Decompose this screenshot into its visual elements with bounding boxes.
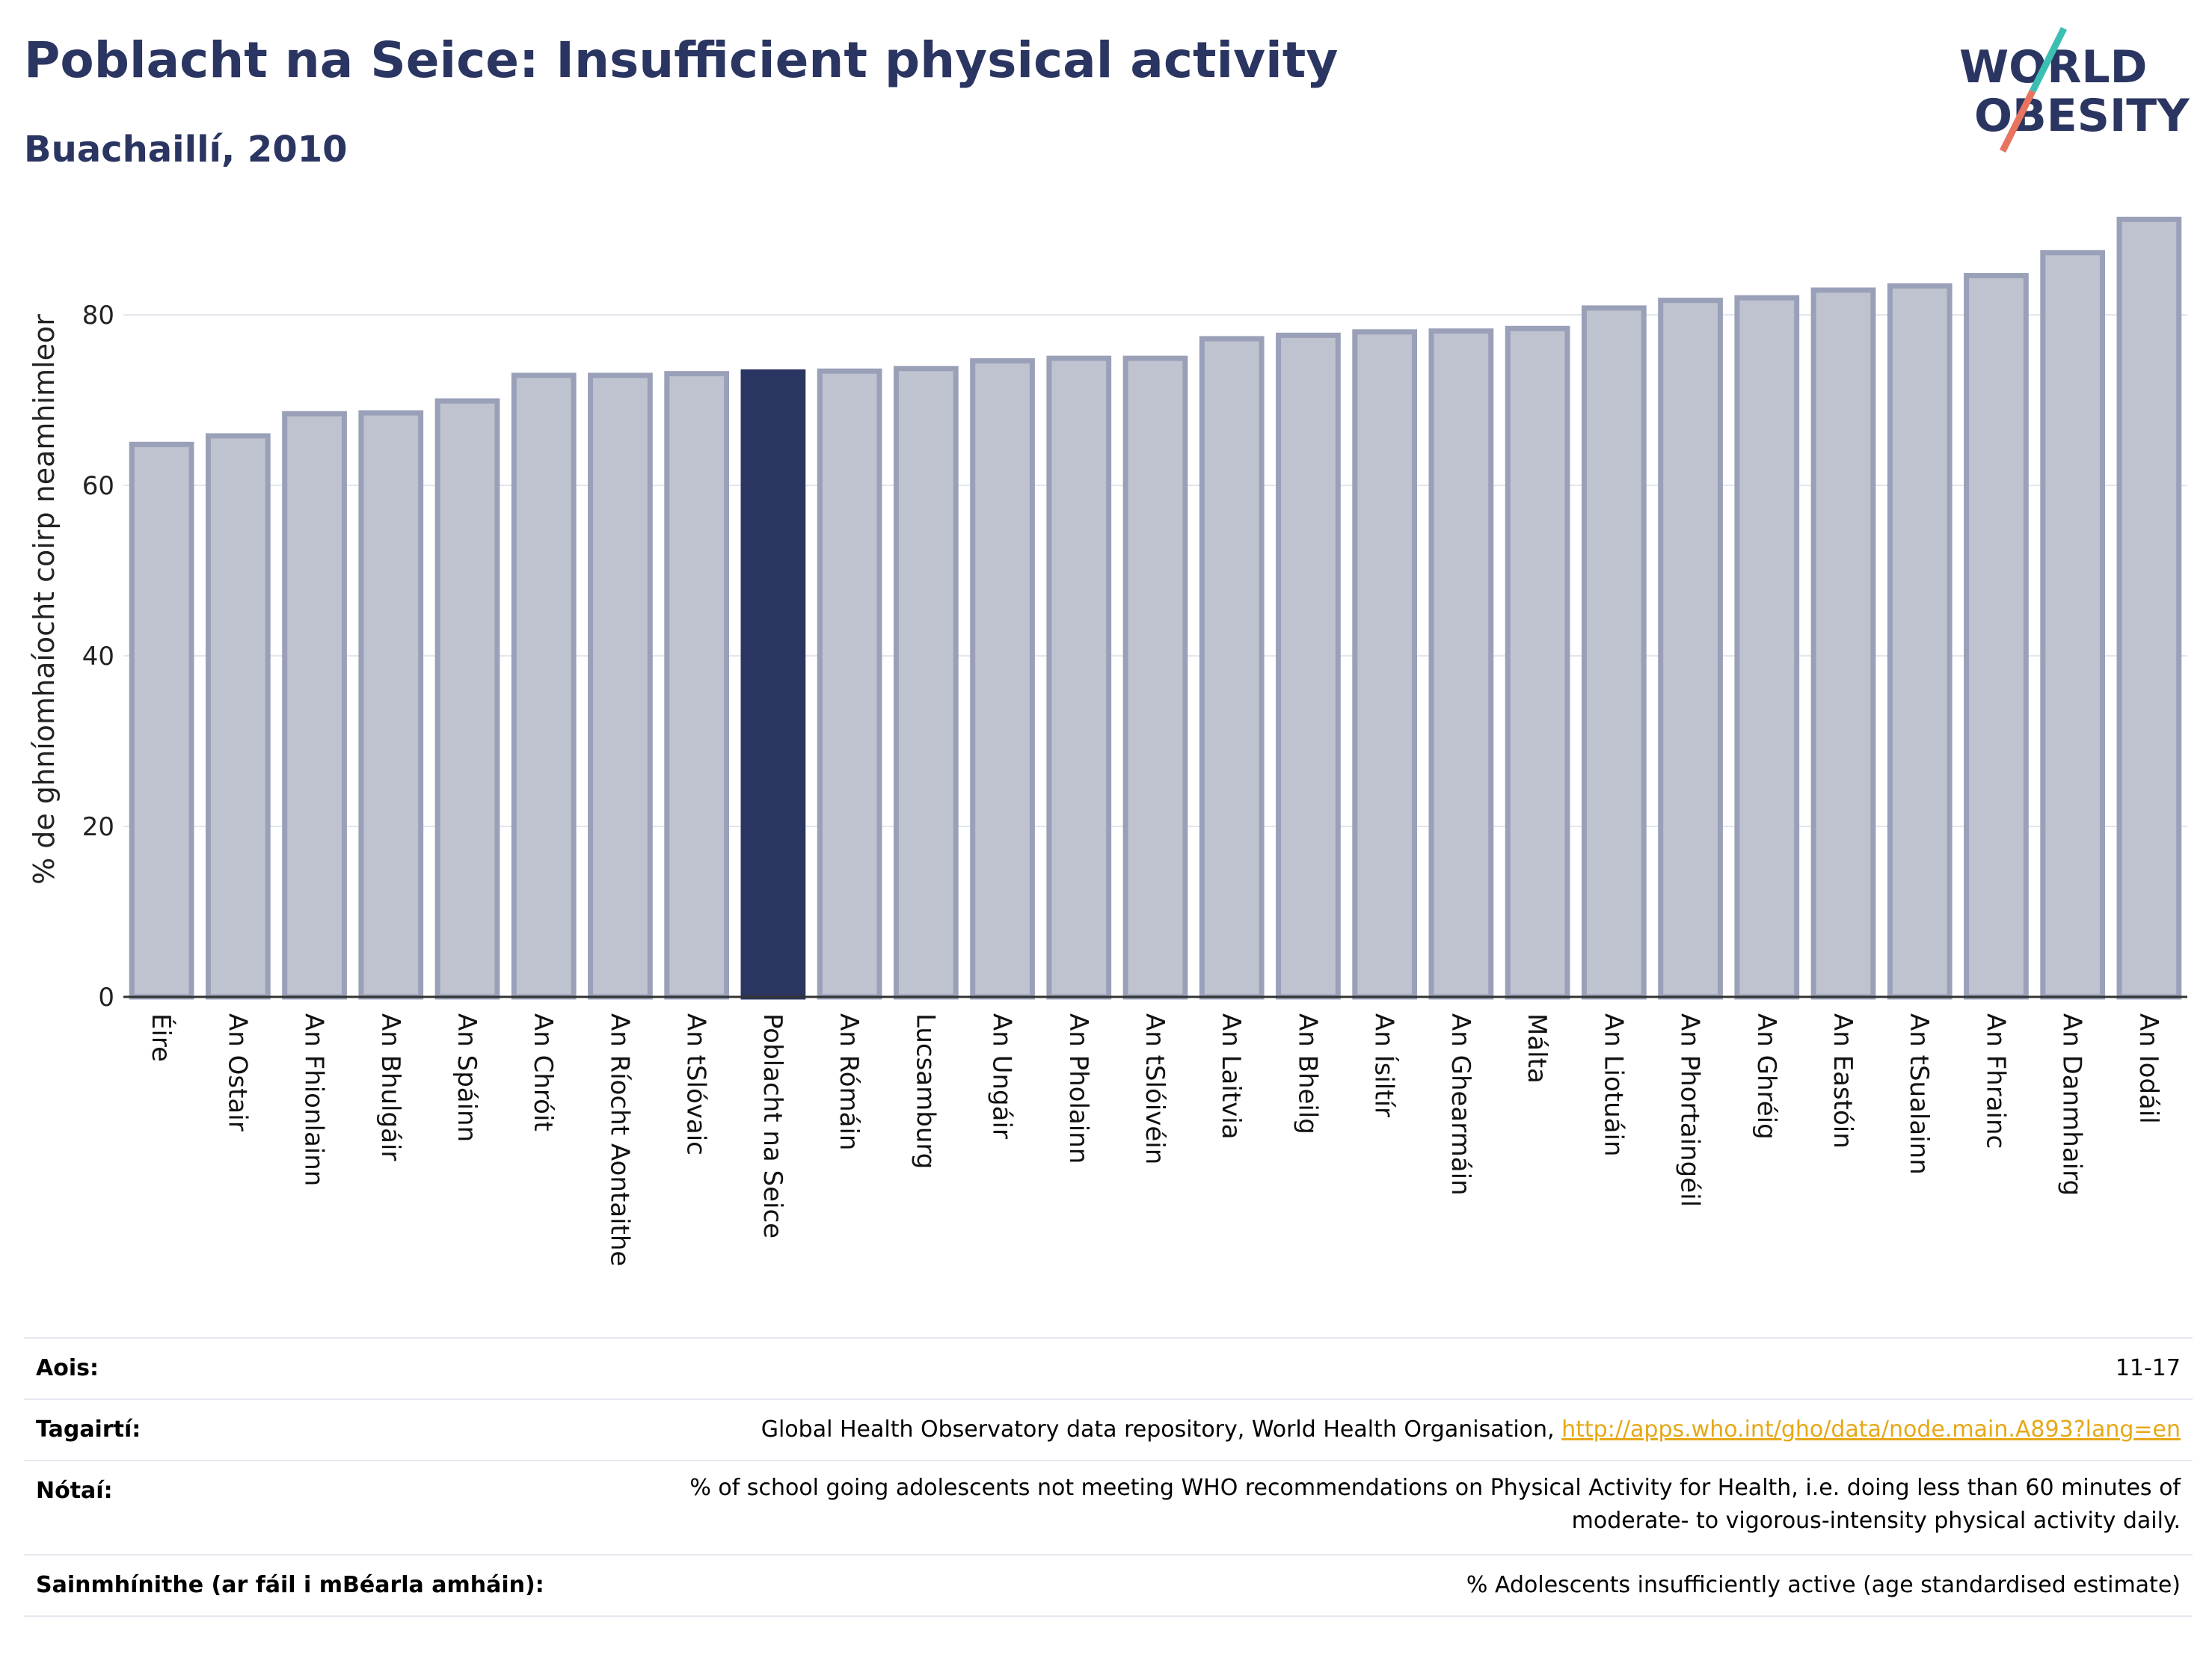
bar [282,411,347,1000]
y-axis-label: % de ghníomhaíocht coirp neamhimleor [28,314,61,885]
notes-line-1: % of school going adolescents not meetin… [689,1475,2181,1501]
bar [817,368,882,1000]
x-tick-label: An Liotuáin [1598,1013,1628,1157]
bar [1276,332,1341,1000]
meta-row-notes: Nótaí: % of school going adolescents not… [24,1461,2193,1556]
bar [1581,305,1647,1000]
bar [205,433,271,1000]
world-obesity-logo: WORLD OBESITY [1959,26,2190,153]
bar [1810,287,1876,1000]
bar [129,441,194,1000]
x-tick-label: Éire [146,1013,176,1062]
meta-label-notes: Nótaí: [36,1478,113,1504]
x-tick-label: An Rómáin [834,1013,864,1150]
x-tick-label: An Iodáil [2133,1013,2163,1124]
y-tick-label: 20 [82,812,114,842]
x-tick-label: Málta [1522,1013,1552,1084]
bar [740,369,806,1000]
bar [1046,355,1112,1000]
reference-text: Global Health Observatory data repositor… [761,1416,1562,1443]
meta-label-definitions: Sainmhínithe (ar fáil i mBéarla amháin): [36,1572,544,1598]
metadata-table: Aois: 11-17 Tagairtí: Global Health Obse… [24,1337,2193,1623]
meta-value-references: Global Health Observatory data repositor… [761,1413,2181,1446]
bar-chart: 0 20 40 60 80 % de ghníomhaíocht coirp neamhi… [28,216,2187,1266]
y-tick-label: 0 [98,983,114,1013]
reference-link[interactable]: http://apps.who.int/gho/data/node.main.A… [1561,1416,2181,1443]
bar [2040,250,2106,1000]
bar [358,410,424,1000]
x-tick-label: An Danmhairg [2057,1013,2087,1196]
bar [1658,298,1723,1000]
x-tick-label: An Chróit [528,1013,558,1132]
bar [434,398,500,1000]
bar [1122,355,1188,1000]
x-tick-label: An Bheilg [1292,1013,1322,1134]
x-tick-label: An tSualainn [1904,1013,1934,1175]
bar [1199,336,1265,1000]
x-tick-label: An Ríocht Aontaithe [604,1013,634,1266]
x-tick-label: An Ungáir [987,1013,1017,1139]
chart-subtitle: Buachaillí, 2010 [24,129,348,171]
bar [1428,328,1494,1000]
bar [1887,283,1953,1000]
y-tick-label: 40 [82,642,114,672]
x-tick-label: An Laitvia [1216,1013,1246,1140]
bar [664,371,730,1000]
x-tick-label: An Fhrainc [1980,1013,2010,1149]
x-tick-label: An Fhionlainn [299,1013,329,1186]
meta-row-definitions: Sainmhínithe (ar fáil i mBéarla amháin):… [24,1556,2193,1617]
meta-row-age: Aois: 11-17 [24,1339,2193,1400]
x-tick-label: An Phortaingéil [1675,1013,1705,1207]
bar [1734,295,1800,1000]
bar [1352,329,1418,1000]
y-tick-label: 60 [82,471,114,501]
x-tick-label: Poblacht na Seice [758,1013,787,1238]
meta-value-notes: % of school going adolescents not meetin… [689,1472,2181,1538]
bar [970,358,1035,1000]
logo-stroke-coral [1999,89,2036,153]
x-tick-label: An Bhulgáir [375,1013,405,1161]
x-tick-label: Lucsamburg [910,1013,940,1169]
x-tick-label: An Spáinn [452,1013,482,1142]
chart-title: Poblacht na Seice: Insufficient physical… [24,31,1339,89]
meta-row-references: Tagairtí: Global Health Observatory data… [24,1400,2193,1461]
x-tick-label: An tSlóivéin [1140,1013,1170,1164]
meta-label-age: Aois: [36,1355,99,1381]
x-tick-label: An Ísiltír [1369,1013,1400,1117]
meta-value-age: 11-17 [2115,1355,2181,1381]
x-tick-label: An Ghearmáin [1446,1013,1475,1196]
bar [511,372,577,1000]
x-tick-label: An Ghréig [1751,1013,1781,1140]
x-tick-label: An Eastóin [1828,1013,1858,1149]
meta-label-references: Tagairtí: [36,1416,141,1443]
notes-line-2: moderate- to vigorous-intensity physical… [1571,1508,2181,1534]
bar [588,372,653,1000]
bar [1964,273,2029,1000]
x-tick-label: An Pholainn [1063,1013,1093,1164]
bar [2116,216,2182,1000]
x-tick-label: An Ostair [222,1013,252,1132]
meta-value-definitions: % Adolescents insufficiently active (age… [1466,1572,2181,1598]
logo-stroke-teal [2029,26,2068,93]
bar [893,366,959,1000]
y-tick-label: 80 [82,301,114,331]
x-tick-label: An tSlóvaic [681,1013,711,1155]
bar [1505,325,1570,1000]
